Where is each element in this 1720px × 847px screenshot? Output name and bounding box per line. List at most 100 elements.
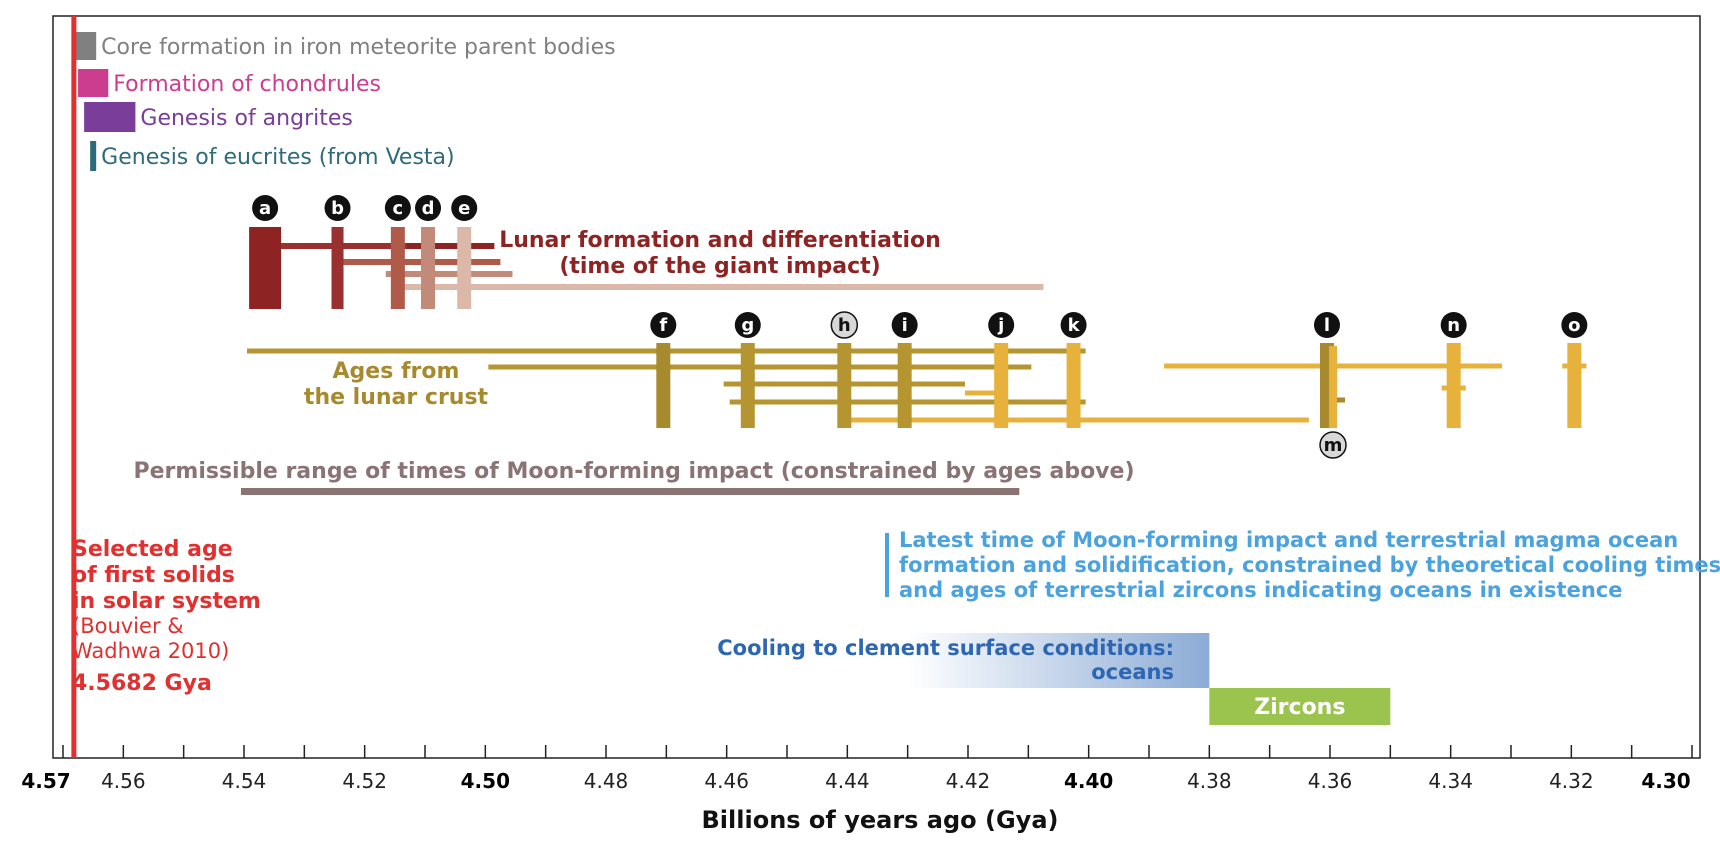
x-tick-label: 4.50 [461,769,510,793]
lunar-marker-label-d-circle [415,195,442,221]
lunar-crust-label-l-letter: l [1324,315,1330,336]
selected-age-line-2: of first solids [72,563,235,588]
lunar-crust-label-j-letter: j [997,315,1004,336]
lunar-formation-marker-d [421,227,436,309]
lunar-crust-range [964,390,1008,396]
early-event-label: Genesis of eucrites (from Vesta) [101,145,454,170]
lunar-marker-label-a-circle [252,195,279,221]
selected-age-group: Selected age of first solids in solar sy… [71,16,261,758]
latest-time-line-3: and ages of terrestrial zircons indicati… [899,578,1622,602]
lunar-formation-range [331,243,495,249]
lunar-crust-label-h-circle [830,311,859,339]
early-event-bar [78,69,109,97]
early-event-bar [73,32,97,60]
early-events: Core formation in iron meteorite parent … [73,32,616,171]
x-tick-label: 4.48 [584,769,629,793]
plot-frame [52,15,1701,759]
selected-age-line-3: in solar system [72,589,261,614]
x-tick-label: 4.57 [21,769,70,793]
lunar-crust-subtitle: the lunar crust [304,385,489,410]
early-event-label: Genesis of angrites [140,106,352,131]
lunar-crust-label-n-letter: n [1447,315,1460,336]
lunar-crust-label-m-letter: m [1324,435,1343,456]
x-tick-label: 4.38 [1187,769,1232,793]
lunar-crust-label-k-circle [1060,312,1087,338]
lunar-formation-marker-b [331,227,344,309]
lunar-crust-marker-g [740,343,755,428]
lunar-formation-marker-a [249,227,282,309]
lunar-marker-label-a-letter: a [259,198,271,219]
lunar-crust-range [488,364,1032,370]
lunar-crust-marker-i [897,343,912,428]
latest-time-line-2: formation and solidification, constraine… [899,553,1720,577]
x-tick-label: 4.30 [1641,769,1690,793]
x-tick-label: 4.54 [222,769,267,793]
lunar-crust-marker-h [837,343,852,428]
lunar-crust-label-i-letter: i [902,315,908,336]
permissible-range-label: Permissible range of times of Moon-formi… [134,459,1135,484]
selected-age-line-1: Selected age [72,537,233,562]
early-event-bar [90,141,97,171]
x-tick-label: 4.32 [1549,769,1594,793]
early-event-bar [84,102,136,132]
cooling-group: Cooling to clement surface conditions: o… [717,633,1391,725]
lunar-crust-label-f-letter: f [659,315,667,336]
early-event-label: Formation of chondrules [113,72,381,97]
early-event-label: Core formation in iron meteorite parent … [101,35,615,60]
x-axis: 4.57 4.56 4.54 4.52 4.50 4.48 4.46 4.44 4.42 4.40… [21,745,1693,793]
lunar-crust-marker-k [1066,343,1081,428]
x-tick-label: 4.40 [1064,769,1113,793]
lunar-crust-label-j-circle [988,312,1015,338]
latest-time-line-1: Latest time of Moon-forming impact and t… [899,528,1678,552]
lunar-formation-marker-e [457,227,472,309]
zircons-bar [1209,688,1391,725]
lunar-marker-label-e-circle [451,195,478,221]
latest-time-bar [885,533,889,597]
lunar-marker-label-e-letter: e [458,198,470,219]
lunar-crust-marker-f [656,343,671,428]
lunar-crust-label-o-circle [1561,312,1588,338]
lunar-marker-label-b-letter: b [331,198,344,219]
lunar-crust-label-k-letter: k [1068,315,1081,336]
x-tick-label: 4.56 [101,769,146,793]
lunar-crust-label-o-letter: o [1568,315,1580,336]
lunar-formation-title: Lunar formation and differentiation [499,228,941,253]
lunar-crust-label-n-circle [1440,312,1467,338]
lunar-formation-range [337,259,501,265]
x-tick-label: 4.34 [1428,769,1473,793]
lunar-marker-label-d-letter: d [422,198,435,219]
cooling-gradient-bar [907,633,1210,688]
lunar-formation-range [385,271,513,277]
lunar-crust-label-h-letter: h [838,315,851,336]
selected-age-value: 4.5682 Gya [72,671,212,696]
lunar-crust-title: Ages from [333,359,460,384]
lunar-crust-label-m-circle [1319,431,1347,459]
latest-time-group: Latest time of Moon-forming impact and t… [885,528,1720,602]
lunar-crust-label-l-circle [1313,312,1340,338]
x-tick-label: 4.46 [704,769,749,793]
lunar-marker-label-c-circle [384,195,411,221]
zircons-label: Zircons [1254,695,1345,720]
selected-age-citation-2: Wadhwa 2010) [72,639,229,663]
x-axis-title: Billions of years ago (Gya) [702,806,1059,834]
lunar-formation-range [397,284,1044,290]
lunar-crust-label-g-letter: g [741,315,754,336]
x-tick-label: 4.42 [946,769,991,793]
lunar-formation-marker-c [390,227,405,309]
lunar-crust-marker-n [1446,343,1461,428]
x-tick-label: 4.44 [825,769,870,793]
permissible-range-group: Permissible range of times of Moon-formi… [134,459,1135,495]
lunar-crust-marker-m [1329,346,1338,428]
lunar-marker-label-b-circle [324,195,351,221]
lunar-crust-group: Ages from the lunar crust f g h i j k l m n o [247,311,1588,459]
lunar-crust-label-f-circle [650,312,677,338]
permissible-range-bar [240,488,1020,495]
lunar-formation-group: Lunar formation and differentiation (tim… [249,195,1044,309]
lunar-crust-label-i-circle [891,312,918,338]
selected-age-citation-1: (Bouvier & [72,614,184,638]
lunar-crust-marker-j [994,343,1009,428]
lunar-marker-label-c-letter: c [393,198,404,219]
lunar-crust-label-g-circle [734,312,761,338]
x-tick-label: 4.52 [342,769,387,793]
